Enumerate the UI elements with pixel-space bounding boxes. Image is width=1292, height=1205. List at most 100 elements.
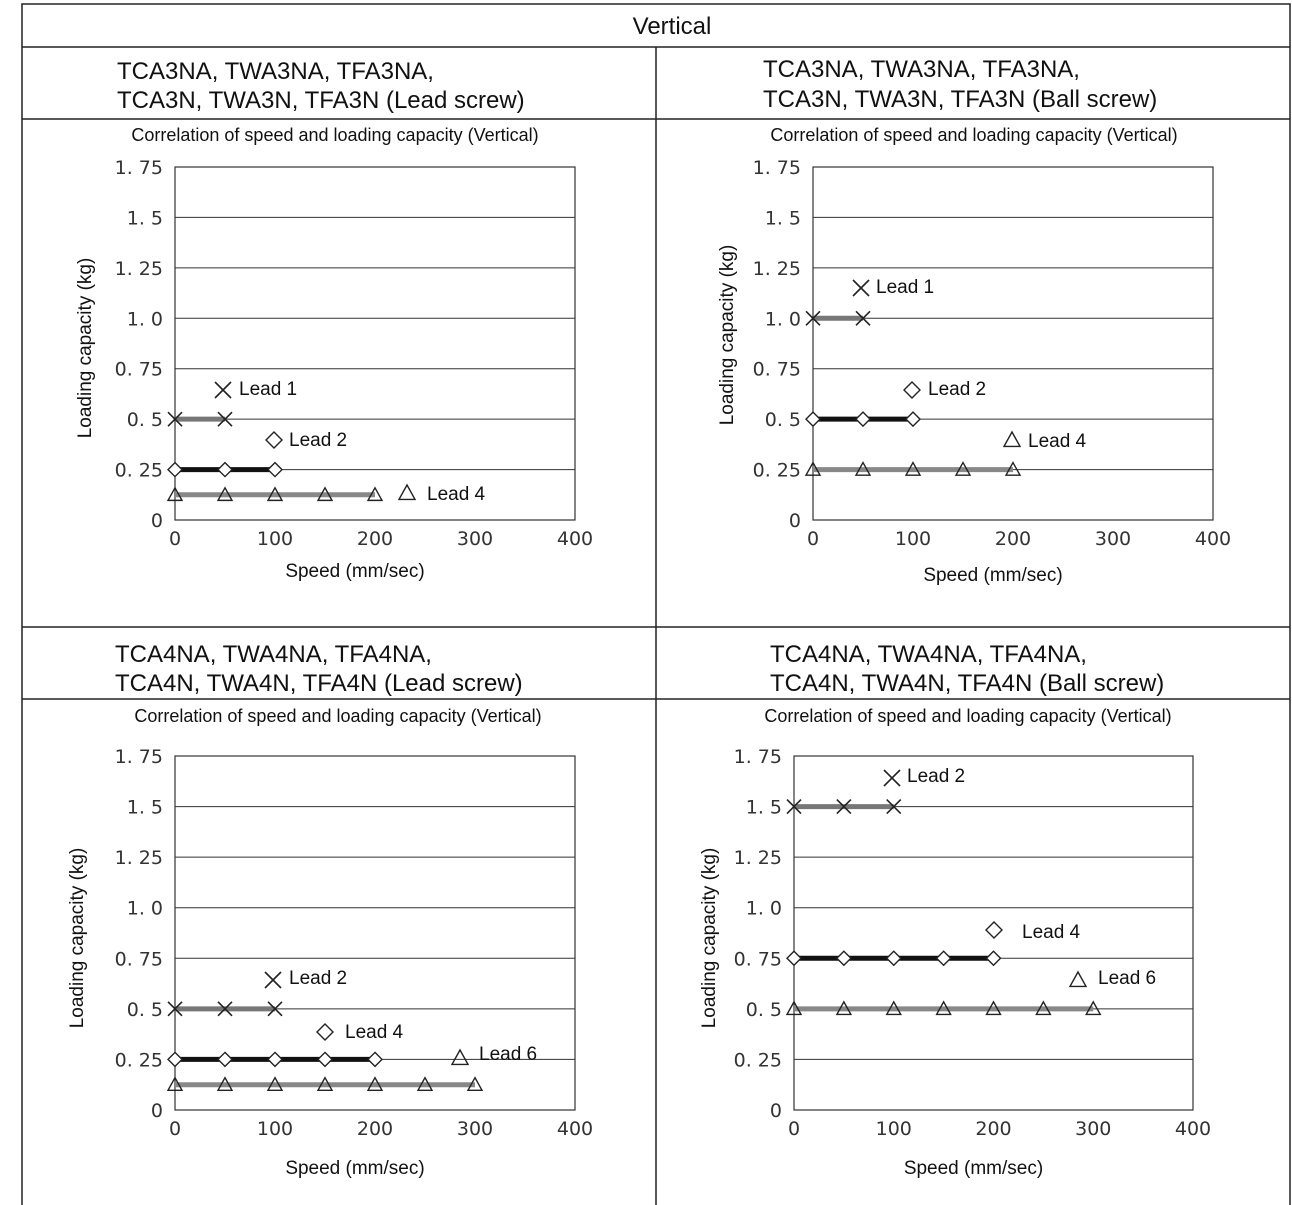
y-tick-label: 1. 75 — [734, 746, 782, 768]
diamond-marker — [905, 411, 921, 428]
panel-heading-line2: TCA4N, TWA4N, TFA4N (Lead screw) — [115, 670, 523, 697]
panel-heading-line1: TCA4NA, TWA4NA, TFA4NA, — [115, 641, 432, 668]
panel-heading-line1: TCA4NA, TWA4NA, TFA4NA, — [770, 641, 1087, 668]
triangle-marker — [904, 461, 922, 476]
chart-title: Correlation of speed and loading capacit… — [764, 706, 1171, 726]
cross-marker — [855, 310, 871, 326]
y-tick-label: 0. 25 — [115, 1049, 163, 1071]
x-tick-label: 0 — [807, 528, 819, 550]
x-tick-label: 400 — [1195, 528, 1231, 550]
panels-layer: TCA3NA, TWA3NA, TFA3NA,TCA3N, TWA3N, TFA… — [67, 56, 1231, 1179]
cross-marker — [883, 769, 901, 787]
triangle-marker — [854, 461, 872, 476]
y-tick-label: 0. 25 — [734, 1049, 782, 1071]
x-axis-label: Speed (mm/sec) — [285, 1158, 424, 1179]
y-tick-label: 1. 0 — [746, 898, 782, 920]
series-lead-4: Lead 4 — [804, 430, 1087, 476]
panel-heading-line2: TCA4N, TWA4N, TFA4N (Ball screw) — [770, 670, 1164, 697]
triangle-marker — [835, 1000, 853, 1016]
table-header-title: Vertical — [633, 13, 712, 40]
cross-marker — [264, 971, 282, 989]
chart-panel-3: TCA4NA, TWA4NA, TFA4NA,TCA4N, TWA4N, TFA… — [67, 641, 593, 1179]
cross-marker — [214, 381, 232, 399]
triangle-marker — [985, 1000, 1002, 1016]
x-tick-label: 400 — [1175, 1118, 1211, 1140]
x-tick-label: 200 — [357, 1118, 393, 1140]
y-tick-label: 0. 75 — [734, 948, 782, 970]
series-label: Lead 2 — [907, 766, 965, 787]
triangle-marker — [450, 1048, 470, 1066]
triangle-marker — [1068, 970, 1088, 988]
cross-marker — [267, 1001, 283, 1017]
triangle-marker — [316, 486, 334, 502]
series-lead-2: Lead 2 — [167, 968, 347, 1017]
cross-marker — [217, 1001, 233, 1017]
triangle-marker — [397, 483, 417, 501]
series-label: Lead 6 — [479, 1044, 537, 1065]
series-lead-6: Lead 6 — [166, 1044, 537, 1092]
triangle-marker — [1035, 1000, 1052, 1016]
triangle-marker — [216, 1076, 234, 1092]
y-tick-label: 0. 5 — [746, 999, 782, 1021]
triangle-marker — [166, 1076, 184, 1092]
triangle-marker — [1004, 461, 1022, 476]
series-label: Lead 4 — [1022, 922, 1081, 943]
y-tick-label: 1. 25 — [734, 847, 782, 869]
cross-marker — [786, 799, 802, 815]
triangle-marker — [954, 461, 972, 476]
series-lead-2: Lead 2 — [805, 379, 986, 428]
diamond-marker — [267, 461, 283, 478]
triangle-marker — [466, 1076, 484, 1092]
series-lead-6: Lead 6 — [785, 968, 1156, 1016]
series-label: Lead 4 — [1028, 431, 1087, 452]
cross-marker — [167, 1001, 183, 1017]
diamond-marker — [217, 1051, 233, 1068]
x-tick-label: 0 — [169, 1118, 181, 1140]
triangle-marker — [935, 1000, 952, 1016]
diamond-marker — [885, 950, 902, 967]
y-tick-label: 1. 25 — [115, 258, 163, 280]
diamond-marker — [267, 1051, 283, 1068]
y-tick-label: 1. 75 — [115, 746, 163, 768]
y-tick-label: 1. 5 — [765, 207, 801, 229]
diamond-marker — [805, 411, 821, 428]
series-lead-4: Lead 4 — [786, 921, 1081, 967]
panel-heading-line1: TCA3NA, TWA3NA, TFA3NA, — [117, 58, 434, 85]
y-tick-label: 1. 0 — [127, 898, 163, 920]
triangle-marker — [266, 486, 284, 502]
plot-area-border — [812, 166, 1214, 521]
x-tick-label: 100 — [895, 528, 931, 550]
diamond-marker — [317, 1051, 333, 1068]
x-tick-label: 200 — [357, 528, 393, 550]
y-tick-label: 1. 0 — [765, 308, 801, 330]
y-tick-label: 0 — [789, 510, 801, 532]
triangle-marker — [1002, 430, 1022, 448]
series-lead-1: Lead 1 — [167, 379, 297, 427]
chart-title: Correlation of speed and loading capacit… — [131, 125, 538, 145]
chart-panel-2: TCA3NA, TWA3NA, TFA3NA, TCA3N, TWA3N, TFA… — [717, 56, 1231, 586]
plot-area-border — [793, 755, 1194, 1111]
y-axis-label: Loading capacity (kg) — [75, 258, 96, 439]
y-axis-label: Loading capacity (kg) — [699, 848, 720, 1029]
diamond-marker — [167, 1051, 183, 1068]
triangle-marker — [804, 461, 822, 476]
y-tick-label: 1. 75 — [753, 157, 801, 179]
x-tick-label: 100 — [876, 1118, 912, 1140]
x-tick-label: 200 — [975, 1118, 1011, 1140]
series-lead-1: Lead 1 — [805, 277, 934, 326]
y-tick-label: 1. 25 — [115, 847, 163, 869]
x-tick-label: 100 — [257, 1118, 293, 1140]
x-axis-label: Speed (mm/sec) — [923, 565, 1062, 586]
diamond-marker — [367, 1051, 383, 1068]
diamond-marker — [835, 950, 852, 967]
x-tick-label: 400 — [557, 1118, 593, 1140]
y-tick-label: 0 — [151, 510, 163, 532]
y-tick-label: 0. 5 — [127, 999, 163, 1021]
x-tick-label: 0 — [788, 1118, 800, 1140]
chart-title: Correlation of speed and loading capacit… — [134, 706, 541, 726]
triangle-marker — [785, 1000, 803, 1016]
y-tick-label: 0. 75 — [115, 948, 163, 970]
chart-panel-4: TCA4NA, TWA4NA, TFA4NA,TCA4N, TWA4N, TFA… — [699, 641, 1211, 1179]
chart-title: Correlation of speed and loading capacit… — [770, 125, 1177, 145]
